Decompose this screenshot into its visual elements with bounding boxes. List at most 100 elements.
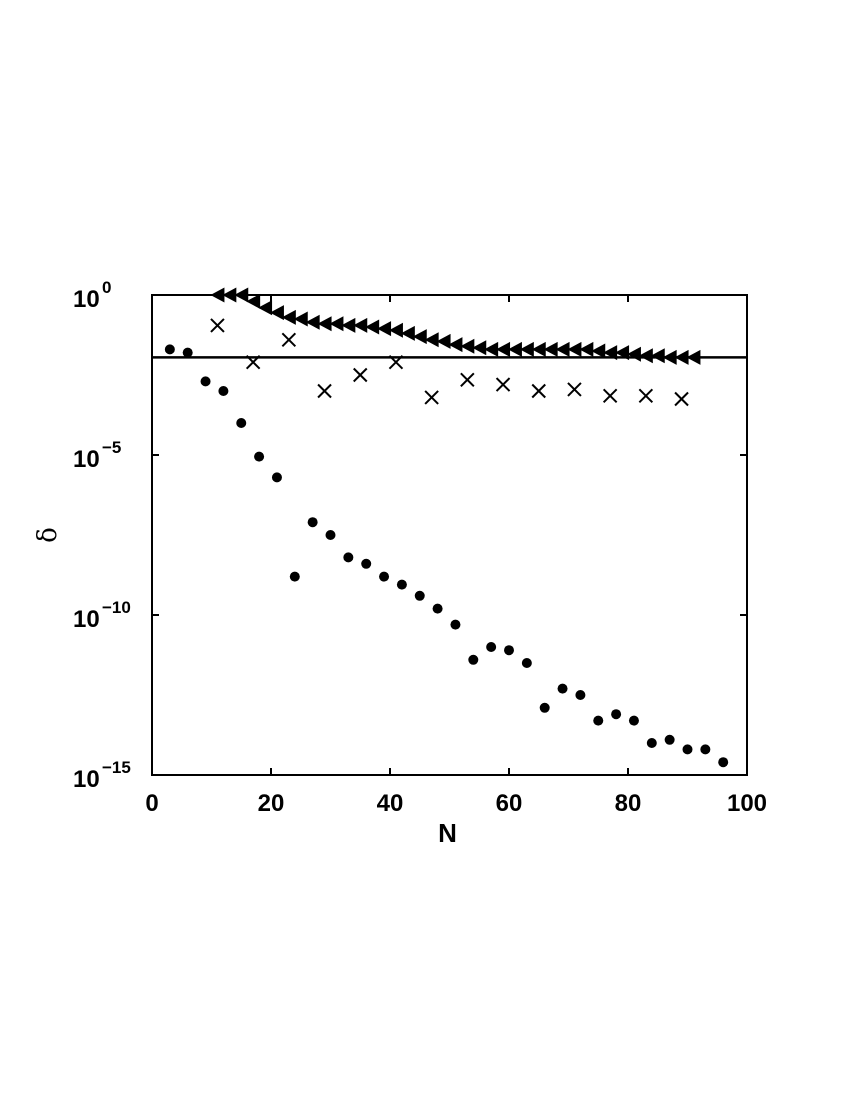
triangle-marker bbox=[638, 348, 653, 364]
triangle-marker bbox=[531, 341, 546, 357]
x-marker bbox=[281, 332, 297, 348]
x-marker bbox=[317, 383, 332, 399]
dot-marker bbox=[593, 715, 604, 726]
x-marker bbox=[567, 382, 582, 397]
triangle-series bbox=[210, 287, 701, 365]
triangle-marker bbox=[484, 341, 499, 357]
x-marker bbox=[602, 388, 618, 404]
dot-series bbox=[164, 344, 729, 768]
dot-marker bbox=[450, 619, 461, 630]
x-series bbox=[210, 318, 689, 407]
y-tick-exponent: −15 bbox=[102, 758, 131, 777]
dot-marker bbox=[182, 347, 193, 358]
x-tick-label: 80 bbox=[615, 790, 642, 817]
triangle-marker bbox=[293, 311, 308, 327]
x-tick-label: 40 bbox=[377, 790, 404, 817]
x-axis-label: N bbox=[438, 818, 457, 848]
triangle-marker bbox=[579, 341, 594, 357]
triangle-marker bbox=[555, 341, 570, 357]
dot-marker bbox=[611, 709, 622, 720]
y-axis-label: δ bbox=[33, 527, 63, 543]
y-tick-label: 10 −10 bbox=[73, 598, 131, 633]
dot-marker bbox=[379, 571, 390, 582]
dot-marker bbox=[432, 603, 443, 614]
triangle-marker bbox=[246, 293, 261, 309]
dot-marker bbox=[468, 654, 479, 665]
dot-marker bbox=[414, 590, 425, 601]
dot-marker bbox=[718, 757, 729, 768]
triangle-marker bbox=[353, 317, 368, 333]
triangle-marker bbox=[305, 314, 320, 330]
x-tick-label: 20 bbox=[258, 790, 285, 817]
dot-marker bbox=[325, 530, 336, 540]
x-marker bbox=[210, 318, 225, 333]
dot-marker bbox=[164, 344, 175, 355]
y-tick-exponent: 0 bbox=[102, 278, 111, 297]
y-tick-label: 10 0 bbox=[73, 278, 111, 313]
triangle-marker bbox=[448, 337, 463, 353]
x-marker bbox=[424, 390, 439, 405]
triangle-marker bbox=[591, 343, 606, 359]
triangle-marker bbox=[496, 341, 511, 357]
triangle-marker bbox=[258, 300, 273, 316]
axis-ticks bbox=[151, 294, 748, 776]
x-marker bbox=[638, 388, 654, 404]
y-tick-label: 10 −5 bbox=[73, 438, 121, 473]
x-marker bbox=[495, 377, 511, 392]
triangle-marker bbox=[341, 317, 356, 333]
x-tick-label: 100 bbox=[727, 790, 767, 817]
dot-marker bbox=[218, 386, 229, 396]
triangle-marker bbox=[365, 319, 380, 335]
dot-marker bbox=[271, 472, 282, 483]
triangle-marker bbox=[519, 341, 534, 357]
y-tick-base: 10 bbox=[73, 446, 100, 473]
y-tick-base: 10 bbox=[73, 286, 100, 313]
triangle-marker bbox=[377, 321, 392, 337]
triangle-marker bbox=[543, 341, 558, 357]
triangle-marker bbox=[472, 340, 487, 356]
dot-marker bbox=[289, 571, 300, 582]
dot-marker bbox=[307, 517, 318, 528]
y-tick-exponent: −10 bbox=[102, 598, 131, 617]
x-marker bbox=[531, 383, 546, 399]
dot-marker bbox=[361, 558, 372, 569]
dot-marker bbox=[700, 744, 711, 755]
triangle-marker bbox=[507, 341, 522, 357]
dot-marker bbox=[254, 451, 265, 462]
y-tick-exponent: −5 bbox=[102, 438, 121, 457]
dot-marker bbox=[200, 376, 211, 387]
x-tick-label: 0 bbox=[145, 790, 158, 817]
dot-marker bbox=[521, 658, 532, 668]
dot-marker bbox=[682, 744, 693, 755]
triangle-marker bbox=[424, 332, 439, 348]
dot-marker bbox=[236, 418, 247, 428]
triangle-marker bbox=[650, 348, 665, 364]
triangle-marker bbox=[317, 316, 332, 332]
triangle-marker bbox=[436, 333, 451, 349]
dot-marker bbox=[396, 579, 407, 590]
dot-marker bbox=[539, 702, 550, 713]
dot-marker bbox=[486, 642, 497, 652]
triangle-marker bbox=[412, 329, 427, 345]
dot-marker bbox=[646, 738, 657, 748]
dot-marker bbox=[575, 690, 586, 700]
triangle-marker bbox=[400, 325, 415, 341]
dot-marker bbox=[628, 715, 639, 726]
triangle-marker bbox=[281, 309, 296, 325]
dot-marker bbox=[557, 683, 568, 694]
x-tick-labels: 0 20 40 60 80 100 bbox=[145, 790, 767, 817]
triangle-marker bbox=[567, 341, 582, 357]
y-tick-label: 10 −15 bbox=[73, 758, 131, 793]
triangle-marker bbox=[460, 338, 475, 354]
y-tick-base: 10 bbox=[73, 606, 100, 633]
y-tick-base: 10 bbox=[73, 766, 100, 793]
dot-marker bbox=[343, 552, 354, 563]
plot-frame bbox=[151, 294, 748, 776]
dot-marker bbox=[504, 645, 514, 656]
x-marker bbox=[353, 367, 368, 383]
triangle-marker bbox=[269, 305, 284, 321]
x-marker bbox=[460, 372, 475, 388]
x-tick-label: 60 bbox=[496, 790, 523, 817]
